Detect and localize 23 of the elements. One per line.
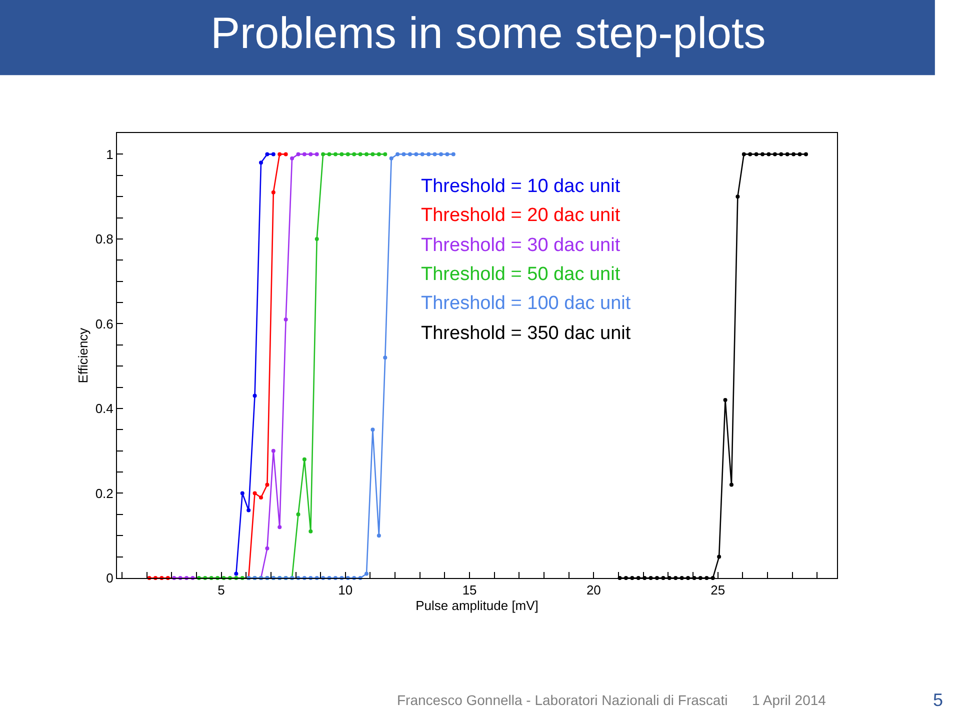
text: Threshold = 20 dac unit xyxy=(421,205,621,226)
chart-title: Problems in some step-plots xyxy=(210,8,766,58)
x-tick-label: 25 xyxy=(710,582,726,598)
y-tick-label: 0.6 xyxy=(95,316,114,332)
text: 1 April 2014 xyxy=(752,692,826,708)
y-tick-label: 0.4 xyxy=(95,401,114,416)
x-axis-title: Pulse amplitude [mV] xyxy=(416,598,538,614)
text: Threshold = 30 dac unit xyxy=(421,235,621,256)
text: 5 xyxy=(933,690,944,710)
y-axis-title: Efficiency xyxy=(75,327,90,384)
y-tick-label: 0.2 xyxy=(95,486,114,501)
text: Threshold = 350 dac unit xyxy=(421,323,632,344)
x-tick-label: 15 xyxy=(462,582,477,598)
text: Threshold = 10 dac unit xyxy=(421,176,621,197)
x-tick-label: 5 xyxy=(218,582,225,598)
text: Francesco Gonnella - Laboratori Nazionali di Frascati xyxy=(397,692,728,708)
y-tick-label: 0 xyxy=(106,570,114,586)
text: Threshold = 50 dac unit xyxy=(421,264,621,285)
y-tick-label: 1 xyxy=(106,146,114,162)
y-tick-label: 0.8 xyxy=(95,232,114,246)
x-tick-label: 10 xyxy=(338,582,353,598)
x-tick-label: 20 xyxy=(586,582,601,598)
series-label: Threshold = 100 dac unit xyxy=(421,293,632,314)
